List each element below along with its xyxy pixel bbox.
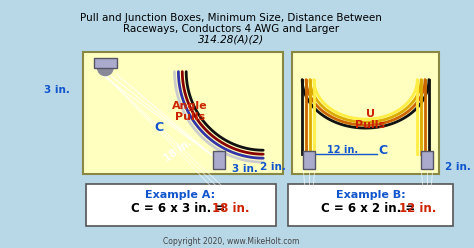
Text: Example A:: Example A: <box>146 190 215 200</box>
Text: Copyright 2020, www.MikeHolt.com: Copyright 2020, www.MikeHolt.com <box>163 237 299 246</box>
Text: 3 in.: 3 in. <box>44 85 70 94</box>
Text: Pulls: Pulls <box>175 112 205 123</box>
FancyBboxPatch shape <box>93 58 117 68</box>
Text: 12 in.: 12 in. <box>399 202 436 215</box>
Text: C = 6 x 3 in. =: C = 6 x 3 in. = <box>131 202 229 215</box>
Text: 2 in.: 2 in. <box>445 162 470 172</box>
FancyBboxPatch shape <box>292 52 438 174</box>
Text: C: C <box>155 121 164 134</box>
Text: 314.28(A)(2): 314.28(A)(2) <box>198 35 264 45</box>
Text: Pulls: Pulls <box>356 120 385 130</box>
Text: C = 6 x 2 in. =: C = 6 x 2 in. = <box>321 202 419 215</box>
FancyBboxPatch shape <box>213 151 225 169</box>
Text: 18 in.: 18 in. <box>212 202 250 215</box>
Text: C: C <box>378 144 387 157</box>
Text: 3 in.: 3 in. <box>232 164 258 174</box>
Text: 2 in.: 2 in. <box>260 162 286 172</box>
FancyBboxPatch shape <box>421 151 433 169</box>
Text: Raceways, Conductors 4 AWG and Larger: Raceways, Conductors 4 AWG and Larger <box>123 24 339 34</box>
Text: 18 in.: 18 in. <box>163 137 194 163</box>
FancyBboxPatch shape <box>83 52 283 174</box>
Text: U: U <box>366 109 375 120</box>
FancyBboxPatch shape <box>86 184 276 226</box>
FancyBboxPatch shape <box>288 184 453 226</box>
Text: Example B:: Example B: <box>336 190 405 200</box>
Text: Pull and Junction Boxes, Minimum Size, Distance Between: Pull and Junction Boxes, Minimum Size, D… <box>80 13 382 23</box>
Text: Angle: Angle <box>172 101 208 111</box>
Text: 12 in.: 12 in. <box>327 145 358 155</box>
FancyBboxPatch shape <box>303 151 315 169</box>
Circle shape <box>98 60 113 76</box>
